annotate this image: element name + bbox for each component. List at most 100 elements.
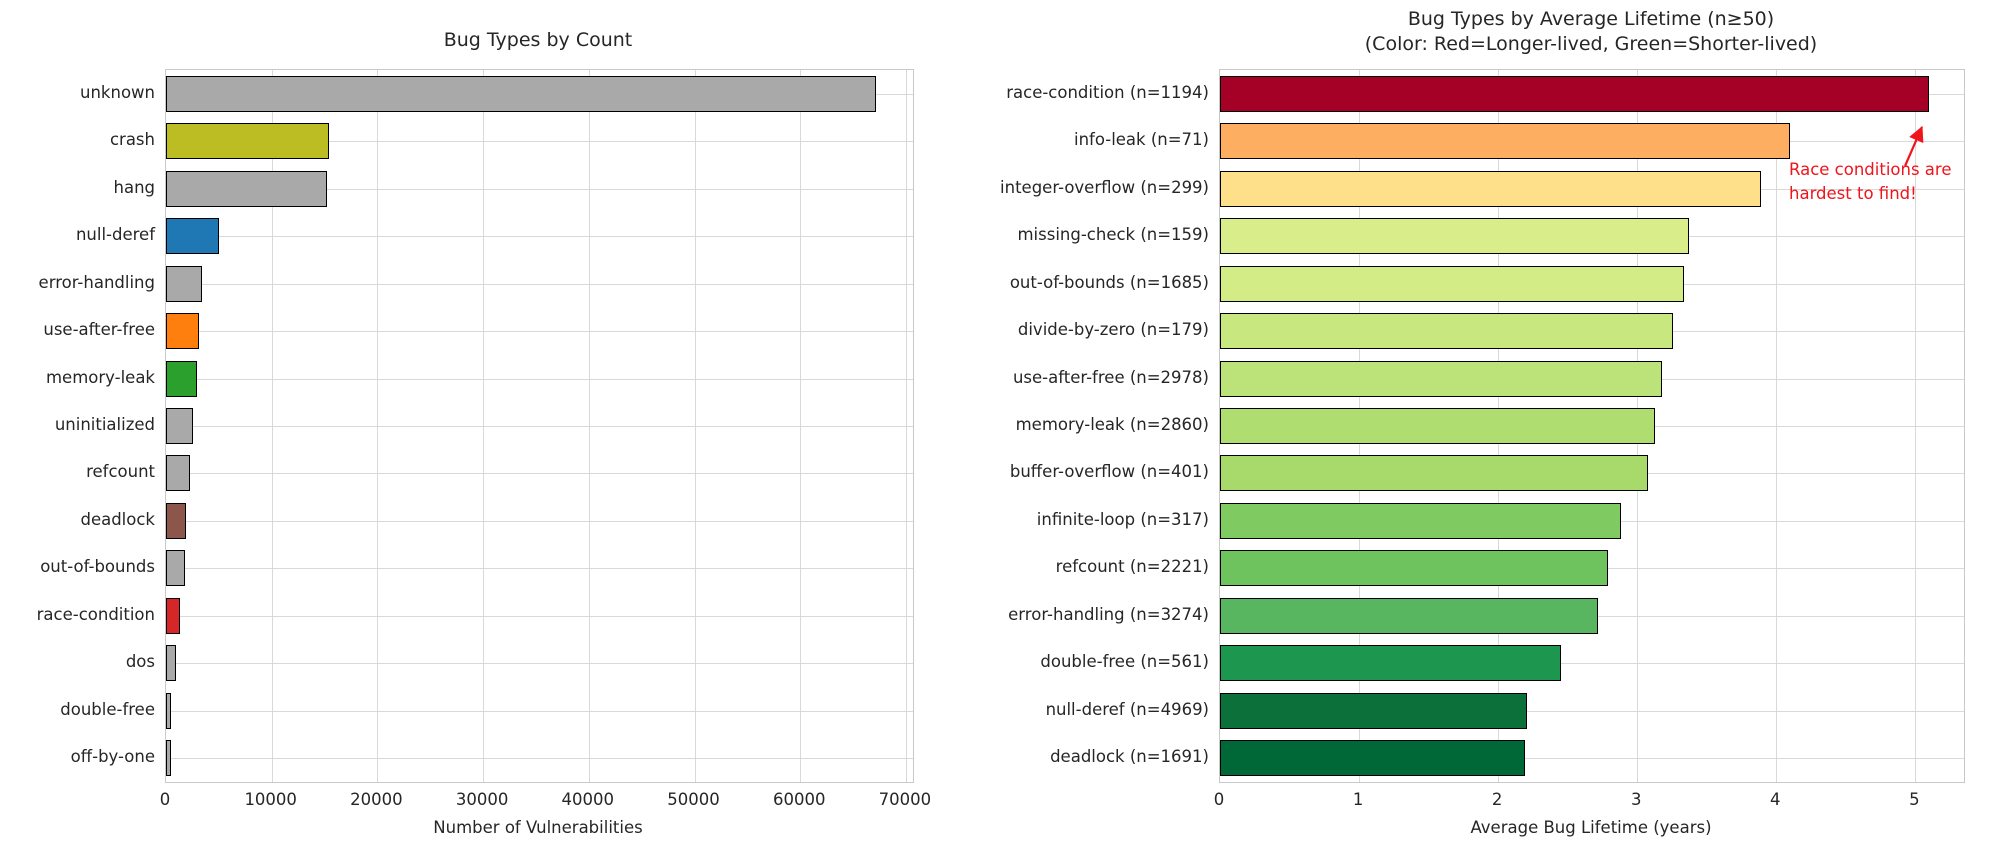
left-ytick-label: race-condition: [36, 604, 155, 624]
left-plot-area: [165, 69, 914, 783]
bar-memory-leak: [166, 360, 198, 397]
left-chart-title: Bug Types by Count: [443, 29, 633, 51]
left-hgridline: [166, 141, 913, 143]
right-ytick-label: use-after-free (n=2978): [1012, 367, 1209, 387]
right-plot-area: [1219, 69, 1965, 783]
left-hgridline: [166, 283, 913, 285]
left-xtick-label: 40000: [561, 790, 615, 809]
right-hgridline: [1220, 758, 1964, 760]
annotation-line-1: Race conditions are: [1789, 160, 1952, 179]
left-hgridline: [166, 378, 913, 380]
bar-deadlock: [166, 502, 186, 539]
bar-error-handling: [166, 265, 202, 302]
right-chart-subtitle: (Color: Red=Longer-lived, Green=Shorter-…: [1364, 33, 1818, 55]
left-hgridline: [166, 188, 913, 190]
bar-use-after-free-n-2978: [1220, 360, 1663, 397]
right-xtick-label: 3: [1630, 790, 1642, 809]
bar-crash: [166, 123, 329, 160]
right-ytick-label: divide-by-zero (n=179): [1017, 320, 1209, 340]
right-ytick-label: missing-check (n=159): [1017, 225, 1209, 245]
bar-double-free-n-561: [1220, 645, 1561, 682]
left-ytick-label: off-by-one: [70, 747, 155, 767]
bar-error-handling-n-3274: [1220, 597, 1599, 634]
left-xtick-label: 10000: [244, 790, 297, 809]
left-hgridline: [166, 758, 913, 760]
left-ytick-label: null-deref: [75, 225, 155, 245]
right-x-axis-label: Average Bug Lifetime (years): [1470, 818, 1712, 837]
left-ytick-label: use-after-free: [43, 320, 155, 340]
bar-refcount-n-2221: [1220, 550, 1608, 587]
right-hgridline: [1220, 663, 1964, 665]
right-ytick-label: double-free (n=561): [1040, 652, 1209, 672]
bar-null-deref: [166, 218, 219, 255]
right-xtick-label: 4: [1770, 790, 1781, 809]
left-x-axis-label: Number of Vulnerabilities: [433, 818, 643, 837]
annotation-line-2: hardest to find!: [1789, 184, 1917, 203]
left-ytick-label: double-free: [60, 699, 155, 719]
right-xtick-label: 5: [1909, 790, 1920, 809]
left-ytick-label: unknown: [80, 82, 155, 102]
right-ytick-label: error-handling (n=3274): [1008, 604, 1209, 624]
annotation-text: Race conditions are hardest to find!: [1789, 158, 1952, 206]
right-chart-title: Bug Types by Average Lifetime (n≥50): [1407, 8, 1775, 30]
left-xtick-label: 20000: [350, 790, 403, 809]
left-ytick-label: dos: [125, 652, 155, 672]
annotation-arrow-icon: [1903, 125, 1924, 167]
left-hgridline: [166, 331, 913, 333]
right-ytick-label: integer-overflow (n=299): [1000, 177, 1209, 197]
left-ytick-label: uninitialized: [54, 415, 155, 434]
left-hgridline: [166, 520, 913, 522]
right-xtick-label: 0: [1213, 790, 1225, 809]
bar-deadlock-n-1691: [1220, 740, 1525, 777]
right-xtick-label: 2: [1491, 790, 1503, 809]
right-ytick-label: refcount (n=2221): [1055, 557, 1209, 577]
left-xtick-label: 30000: [455, 790, 509, 809]
left-ytick-label: crash: [109, 130, 155, 150]
bar-missing-check-n-159: [1220, 218, 1689, 255]
bar-info-leak-n-71: [1220, 123, 1791, 160]
right-hgridline: [1220, 710, 1964, 712]
bar-integer-overflow-n-299: [1220, 170, 1761, 207]
right-ytick-label: null-deref (n=4969): [1045, 699, 1209, 719]
left-ytick-label: out-of-bounds: [40, 557, 155, 577]
right-ytick-label: deadlock (n=1691): [1050, 747, 1209, 767]
bar-hang: [166, 170, 328, 207]
left-ytick-label: memory-leak: [45, 367, 155, 387]
bar-null-deref-n-4969: [1220, 692, 1528, 729]
left-hgridline: [166, 426, 913, 427]
left-xtick-label: 0: [159, 790, 171, 809]
bar-buffer-overflow-n-401: [1220, 455, 1649, 492]
left-xtick-label: 50000: [667, 790, 720, 809]
right-ytick-label: memory-leak (n=2860): [1015, 415, 1209, 434]
bar-uninitialized: [166, 408, 194, 444]
bar-race-condition-n-1194: [1220, 75, 1930, 112]
bar-refcount: [166, 455, 191, 492]
left-xtick-label: 70000: [878, 790, 932, 809]
left-hgridline: [166, 710, 913, 712]
left-hgridline: [166, 663, 913, 665]
bar-out-of-bounds-n-1685: [1220, 265, 1685, 302]
left-hgridline: [166, 615, 913, 617]
right-ytick-label: race-condition (n=1194): [1006, 82, 1209, 102]
bar-double-free: [166, 692, 172, 729]
bar-unknown: [166, 75, 877, 112]
bar-memory-leak-n-2860: [1220, 408, 1656, 444]
left-ytick-label: hang: [113, 177, 156, 197]
bar-off-by-one: [166, 740, 171, 777]
bar-use-after-free: [166, 313, 199, 350]
left-hgridline: [166, 236, 913, 238]
left-hgridline: [166, 568, 913, 570]
bar-infinite-loop-n-317: [1220, 502, 1621, 539]
bar-divide-by-zero-n-179: [1220, 313, 1674, 350]
left-ytick-label: refcount: [86, 462, 155, 482]
left-ytick-label: error-handling: [38, 272, 155, 292]
right-ytick-label: out-of-bounds (n=1685): [1009, 272, 1209, 292]
left-xtick-label: 60000: [772, 790, 826, 809]
bar-out-of-bounds: [166, 550, 186, 587]
bar-race-condition: [166, 597, 181, 634]
right-ytick-label: buffer-overflow (n=401): [1009, 462, 1209, 482]
left-hgridline: [166, 473, 913, 475]
bar-dos: [166, 645, 176, 682]
right-ytick-label: info-leak (n=71): [1073, 130, 1209, 150]
